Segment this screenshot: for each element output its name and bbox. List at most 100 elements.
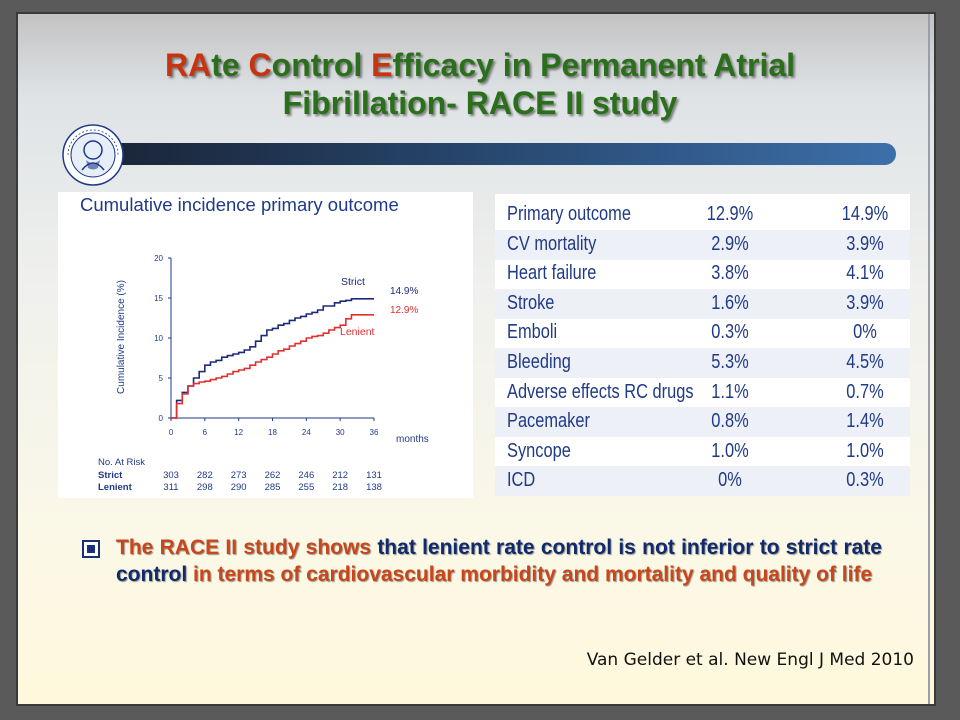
title-seg-e: E xyxy=(371,47,393,83)
x-tick-label: 30 xyxy=(336,428,345,437)
series-name-label: Lenient xyxy=(340,326,375,338)
table-cell-value-1: 5.3% xyxy=(711,351,749,373)
chart-series-labels: Strict 14.9% Lenient 12.9% xyxy=(340,276,418,338)
at-risk-count: 311 xyxy=(163,482,178,493)
table-cell-value-2: 1.0% xyxy=(846,439,884,462)
table-row: Syncope 1.0% 1.0% xyxy=(495,437,910,467)
series-end-value-label: 14.9% xyxy=(390,286,418,297)
x-tick-label: 6 xyxy=(203,428,208,437)
table-cell-outcome: Emboli xyxy=(507,321,558,344)
title-seg-te: te xyxy=(211,47,249,83)
table-cell-value-1: 2.9% xyxy=(711,232,749,255)
slide-edge-divider xyxy=(928,14,930,704)
chart-series xyxy=(171,298,374,419)
x-tick-label: 0 xyxy=(169,428,174,437)
table-cell-value-2: 4.1% xyxy=(846,262,884,285)
at-risk-count: 290 xyxy=(231,482,247,493)
series-name-label: Strict xyxy=(341,276,365,288)
at-risk-count: 303 xyxy=(163,470,179,481)
at-risk-table: No. At Risk Strict 303 282 273 262 246 212 131 Le… xyxy=(98,457,382,493)
title-seg-fficacy: fficacy in Permanent Atrial xyxy=(392,47,796,83)
table-row: Pacemaker 0.8% 1.4% xyxy=(495,407,910,438)
x-tick-label: 12 xyxy=(234,428,243,437)
table-cell-value-1: 0.3% xyxy=(711,321,749,344)
title-seg-c: C xyxy=(248,47,272,83)
table-cell-value-1: 0.8% xyxy=(711,410,749,433)
table-cell-outcome: Bleeding xyxy=(507,351,571,373)
x-tick-label: 36 xyxy=(370,428,379,437)
at-risk-count: 273 xyxy=(231,470,247,481)
outcomes-table: Primary outcome 12.9% 14.9% CV mortality 2.9… xyxy=(495,194,910,497)
title-seg-ontrol: ontrol xyxy=(271,47,372,83)
bullet-point-text: The RACE II study shows that lenient rat… xyxy=(116,534,882,588)
table-cell-outcome: Heart failure xyxy=(507,262,597,285)
table-cell-value-2: 0.7% xyxy=(846,380,884,403)
chart-ticks: 0 5 10 15 20 0 6 12 18 24 30 36 xyxy=(154,254,379,437)
series-end-value-label: 12.9% xyxy=(390,305,418,316)
at-risk-count: 246 xyxy=(298,470,314,481)
at-risk-count: 138 xyxy=(366,482,382,493)
table-cell-value-1: 1.0% xyxy=(711,439,749,462)
table-cell-value-1: 3.8% xyxy=(711,262,749,285)
table-cell-outcome: CV mortality xyxy=(507,232,597,255)
table-cell-value-1: 12.9% xyxy=(706,203,754,225)
x-axis-label: months xyxy=(396,434,429,445)
medical-society-seal-logo xyxy=(62,124,124,186)
table-cell-value-2: 4.5% xyxy=(846,351,884,373)
table-row: Bleeding 5.3% 4.5% xyxy=(495,348,910,378)
bullet-seg-2: that lenient rate control is not inferio… xyxy=(116,536,882,586)
table-cell-value-1: 0% xyxy=(718,469,742,492)
slide-title: RAte Control Efficacy in Permanent Atria… xyxy=(60,46,900,122)
series-line-strict xyxy=(171,298,374,419)
checkbox-bullet-icon xyxy=(82,540,100,558)
at-risk-heading: No. At Risk xyxy=(98,457,145,468)
table-row: Primary outcome 12.9% 14.9% xyxy=(495,200,910,230)
table-cell-value-2: 1.4% xyxy=(846,410,884,433)
table-cell-value-2: 0% xyxy=(853,321,877,344)
series-line-lenient xyxy=(171,314,374,419)
table-cell-value-2: 14.9% xyxy=(841,203,889,225)
y-tick-label: 15 xyxy=(154,294,163,303)
table-cell-outcome: Stroke xyxy=(507,291,555,314)
at-risk-count: 285 xyxy=(265,482,281,493)
table-row: Heart failure 3.8% 4.1% xyxy=(495,259,910,289)
x-tick-label: 24 xyxy=(302,428,311,437)
chart-title: Cumulative incidence primary outcome xyxy=(80,194,399,215)
at-risk-count: 212 xyxy=(332,470,348,481)
citation: Van Gelder et al. New Engl J Med 2010 xyxy=(586,650,914,670)
table-cell-value-1: 1.6% xyxy=(711,291,749,314)
table-cell-outcome: Adverse effects RC drugs xyxy=(507,380,694,403)
at-risk-count: 131 xyxy=(366,470,382,481)
table-cell-outcome: Pacemaker xyxy=(507,410,590,433)
at-risk-count: 255 xyxy=(298,482,314,493)
table-cell-value-1: 1.1% xyxy=(711,380,749,403)
title-line-2: Fibrillation- RACE II study xyxy=(282,85,678,121)
table-cell-value-2: 3.9% xyxy=(846,232,884,255)
table-row: Emboli 0.3% 0% xyxy=(495,318,910,348)
y-tick-label: 5 xyxy=(159,374,164,383)
table-row: CV mortality 2.9% 3.9% xyxy=(495,229,910,260)
y-axis-label: Cumulative Incidence (%) xyxy=(116,280,127,394)
kaplan-meier-chart: Cumulative incidence primary outcome Cum… xyxy=(80,194,429,493)
title-seg-ra: RA xyxy=(164,47,212,83)
title-underline-bar xyxy=(100,143,896,165)
x-tick-label: 18 xyxy=(268,428,277,437)
kaplan-meier-chart-panel: Cumulative incidence primary outcome Cum… xyxy=(58,192,473,498)
table-cell-value-2: 3.9% xyxy=(846,291,884,314)
y-tick-label: 10 xyxy=(154,334,163,343)
y-tick-label: 0 xyxy=(159,414,164,423)
table-cell-outcome: ICD xyxy=(507,469,536,492)
at-risk-count: 298 xyxy=(197,482,213,493)
at-risk-row-label: Strict xyxy=(98,470,123,481)
bullet-seg-1: The RACE II study shows xyxy=(116,536,378,559)
y-tick-label: 20 xyxy=(154,254,163,263)
bullet-seg-3: in terms of cardiovascular morbidity and… xyxy=(193,563,873,586)
table-cell-outcome: Primary outcome xyxy=(507,203,631,225)
at-risk-count: 282 xyxy=(197,470,213,481)
table-row: ICD 0% 0.3% xyxy=(495,466,910,497)
table-cell-outcome: Syncope xyxy=(507,439,571,462)
at-risk-row-label: Lenient xyxy=(98,482,133,493)
table-row: Adverse effects RC drugs 1.1% 0.7% xyxy=(495,378,910,408)
at-risk-count: 262 xyxy=(265,470,281,481)
table-row: Stroke 1.6% 3.9% xyxy=(495,288,910,319)
